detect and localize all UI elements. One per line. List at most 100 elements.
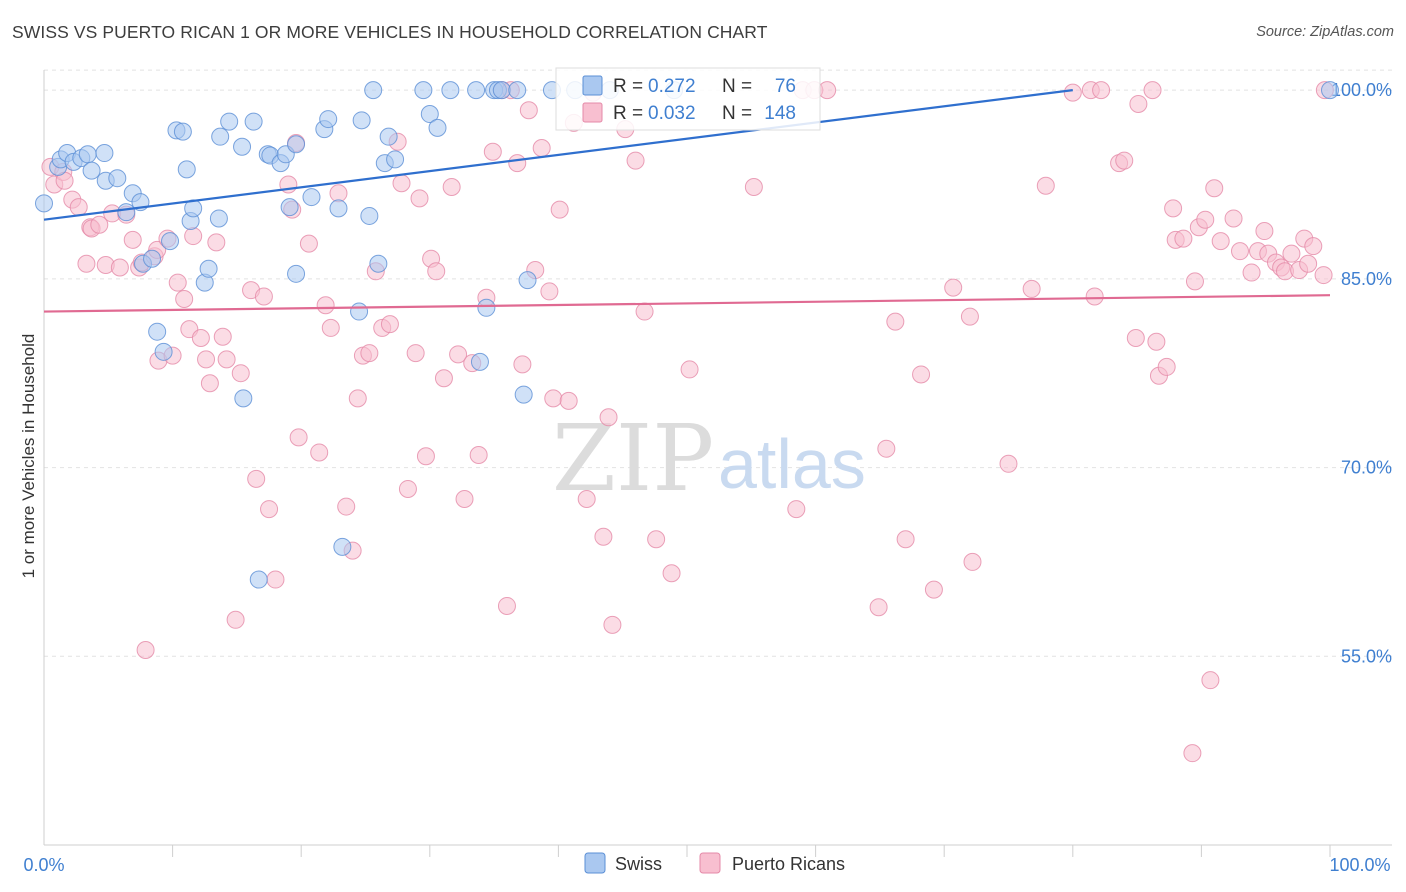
data-point-puerto-ricans [483,142,502,161]
watermark-atlas: atlas [718,425,866,503]
x-tick-label-max: 100.0% [1329,855,1390,875]
data-point-puerto-ricans [316,296,335,315]
data-point-puerto-ricans [217,350,236,369]
data-point-swiss [352,111,371,130]
data-point-puerto-ricans [1224,209,1243,228]
data-point-puerto-ricans [348,389,367,408]
data-point-swiss [244,112,263,131]
data-point-swiss [233,137,252,156]
data-point-puerto-ricans [1063,83,1082,102]
data-point-puerto-ricans [1147,332,1166,351]
data-point-puerto-ricans [207,233,226,252]
data-point-puerto-ricans [266,570,285,589]
watermark-zip: ZIP [552,405,714,512]
y-tick-label: 55.0% [1341,646,1392,666]
y-tick-label: 100.0% [1331,80,1392,100]
data-point-puerto-ricans [69,198,88,217]
data-point-swiss [117,203,136,222]
data-point-puerto-ricans [184,227,203,246]
data-point-puerto-ricans [559,391,578,410]
data-point-swiss [1321,81,1339,100]
trend-lines [43,89,1331,313]
data-point-puerto-ricans [231,364,250,383]
data-point-swiss [369,254,388,273]
watermark: ZIP atlas [552,405,866,512]
data-point-puerto-ricans [532,139,551,158]
data-point-puerto-ricans [260,500,279,519]
bottom-legend: Swiss Puerto Ricans [584,852,845,874]
data-point-swiss [467,81,486,100]
series-swiss [35,81,1339,589]
legend: R = 0.272 N = 76 R = 0.032 N = 148 [555,67,821,131]
series-puerto-ricans [41,81,1334,763]
bottom-legend-swatch-puerto-ricans [699,852,721,874]
data-point-puerto-ricans [550,200,569,219]
data-point-puerto-ricans [337,497,356,516]
data-point-puerto-ricans [944,278,963,297]
data-point-puerto-ricans [635,302,654,321]
data-point-puerto-ricans [406,344,425,363]
data-point-swiss [329,199,348,218]
legend-r-label: R = [613,76,643,97]
data-point-puerto-ricans [110,258,129,277]
y-tick-labels: 55.0% 70.0% 85.0% 100.0% [1331,80,1392,666]
data-point-swiss [35,194,53,213]
data-point-puerto-ricans [818,81,837,100]
data-point-swiss [379,127,398,146]
data-point-swiss [82,161,101,180]
data-point-puerto-ricans [197,350,216,369]
data-point-puerto-ricans [519,101,538,120]
data-point-puerto-ricans [896,530,915,549]
data-point-puerto-ricans [1255,222,1274,241]
data-point-puerto-ricans [1299,254,1318,273]
data-point-puerto-ricans [1205,179,1224,198]
data-point-puerto-ricans [90,215,109,234]
data-point-puerto-ricans [434,369,453,388]
data-point-puerto-ricans [191,328,210,347]
data-point-puerto-ricans [513,355,532,374]
data-point-swiss [428,118,447,137]
legend-swatch-puerto-ricans [582,102,603,123]
data-point-puerto-ricans [1314,266,1333,285]
data-point-swiss [420,105,439,124]
data-point-swiss [199,259,218,278]
data-point-puerto-ricans [416,447,435,466]
data-point-swiss [364,81,383,100]
data-point-swiss [386,150,405,169]
data-point-swiss [360,206,379,225]
data-point-puerto-ricans [680,360,699,379]
data-point-puerto-ricans [392,174,411,193]
data-point-puerto-ricans [963,552,982,571]
data-point-swiss [280,198,299,217]
data-point-swiss [350,302,369,321]
data-point-puerto-ricans [289,428,308,447]
data-point-puerto-ricans [380,315,399,334]
data-point-swiss [78,145,97,164]
legend-n-puerto-ricans: 148 [764,103,796,124]
data-point-puerto-ricans [999,454,1018,473]
data-point-puerto-ricans [744,178,763,197]
x-tick-label-min: 0.0% [23,855,64,875]
data-point-swiss [95,144,114,163]
data-point-puerto-ricans [662,564,681,583]
data-point-puerto-ricans [455,490,474,509]
data-point-puerto-ricans [427,262,446,281]
data-point-puerto-ricans [77,254,96,273]
chart-title: SWISS VS PUERTO RICAN 1 OR MORE VEHICLES… [12,22,768,42]
data-point-swiss [492,81,511,100]
data-point-puerto-ricans [226,610,245,629]
data-point-puerto-ricans [1230,242,1249,261]
data-point-puerto-ricans [1092,81,1111,100]
data-point-puerto-ricans [1115,151,1134,170]
data-point-puerto-ricans [1085,287,1104,306]
data-point-puerto-ricans [924,580,943,599]
data-point-puerto-ricans [254,287,273,306]
data-point-puerto-ricans [449,345,468,364]
data-point-puerto-ricans [960,307,979,326]
data-point-puerto-ricans [787,500,806,519]
bottom-legend-puerto-ricans: Puerto Ricans [732,854,845,874]
bottom-legend-swiss: Swiss [615,854,662,874]
data-point-puerto-ricans [321,318,340,337]
legend-r-puerto-ricans: 0.032 [648,103,696,124]
